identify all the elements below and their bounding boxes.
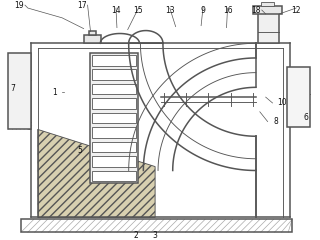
- Text: 9: 9: [201, 6, 205, 14]
- Text: 13: 13: [165, 6, 175, 14]
- Bar: [8, 53, 31, 129]
- Text: 17: 17: [77, 1, 86, 10]
- Bar: [92, 98, 136, 109]
- Bar: [287, 67, 310, 127]
- Text: 18: 18: [251, 6, 261, 14]
- Text: 12: 12: [291, 6, 301, 14]
- Polygon shape: [38, 129, 155, 217]
- Text: 8: 8: [273, 117, 278, 126]
- Bar: [92, 171, 136, 181]
- Bar: [261, 2, 275, 6]
- Bar: [92, 55, 136, 66]
- Text: 16: 16: [223, 6, 232, 14]
- Bar: [258, 12, 279, 43]
- Bar: [21, 219, 292, 232]
- Bar: [89, 30, 96, 36]
- Text: 15: 15: [134, 6, 143, 14]
- Bar: [92, 156, 136, 167]
- Bar: [84, 36, 101, 43]
- Bar: [92, 70, 136, 80]
- Text: 14: 14: [111, 6, 121, 14]
- Text: 7: 7: [11, 84, 16, 93]
- Text: 10: 10: [277, 98, 287, 108]
- Bar: [90, 53, 139, 183]
- Text: 2: 2: [133, 231, 138, 240]
- Bar: [92, 142, 136, 152]
- Bar: [92, 84, 136, 95]
- Text: 5: 5: [77, 146, 82, 156]
- Text: 6: 6: [303, 113, 308, 122]
- Text: 1: 1: [52, 88, 57, 97]
- Text: 3: 3: [153, 231, 157, 240]
- Text: 19: 19: [14, 1, 24, 10]
- Bar: [92, 113, 136, 123]
- Bar: [253, 6, 282, 14]
- Bar: [92, 127, 136, 138]
